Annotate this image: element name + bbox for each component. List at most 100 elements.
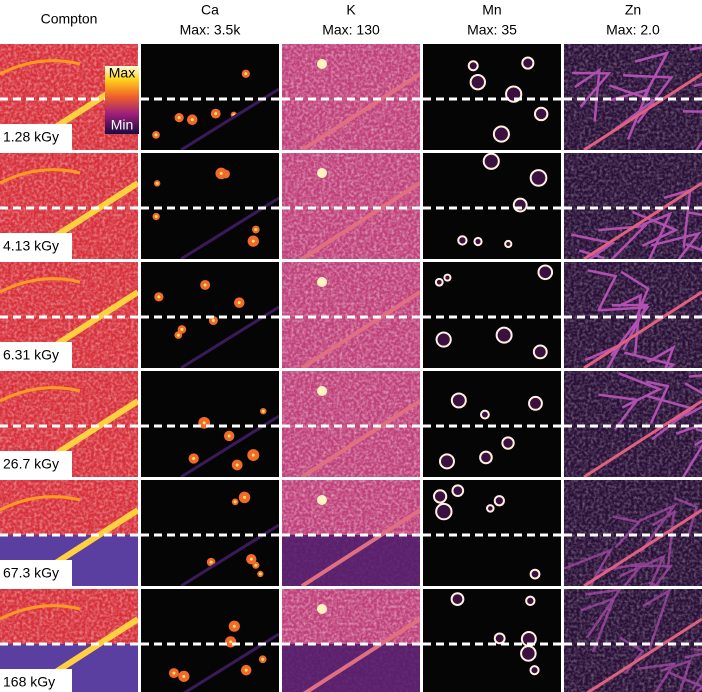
ring — [451, 484, 465, 498]
texture — [282, 44, 420, 150]
panel-content — [282, 44, 420, 150]
ring — [450, 392, 467, 409]
image-panel — [564, 371, 702, 477]
spot-core — [180, 327, 184, 331]
image-panel — [423, 371, 561, 477]
image-panel — [423, 589, 561, 692]
panel-content — [141, 371, 279, 477]
panel-content — [0, 480, 138, 586]
texture — [564, 589, 702, 692]
dose-label: 168 kGy — [3, 674, 55, 690]
image-panel — [282, 589, 420, 692]
midrib — [583, 290, 702, 368]
ring — [434, 277, 444, 287]
damaged-half — [282, 644, 420, 692]
spot — [317, 386, 327, 396]
spot-core — [209, 560, 213, 564]
texture — [564, 371, 702, 477]
ring — [525, 595, 536, 606]
spot-core — [202, 421, 206, 425]
panel-content — [141, 262, 279, 368]
panel-content — [423, 589, 561, 692]
spot-core — [243, 495, 247, 499]
ring — [520, 645, 537, 662]
spot-core — [172, 671, 176, 675]
spot-core — [249, 557, 253, 561]
panel-content — [141, 480, 279, 586]
midrib — [583, 181, 702, 259]
panel-content — [423, 480, 561, 586]
spot — [317, 277, 327, 287]
vein — [300, 72, 420, 150]
dose-label: 4.13 kGy — [3, 238, 59, 254]
spot-core — [190, 118, 194, 122]
image-panel — [564, 153, 702, 259]
colorbar-max: Max — [109, 65, 135, 81]
ring — [479, 409, 490, 420]
column-max: Max: 3.5k — [180, 22, 242, 38]
vein-network — [572, 46, 702, 150]
ring — [443, 273, 452, 282]
dose-label-bg — [0, 451, 72, 477]
dose-label-bg — [0, 669, 72, 692]
dose-label-bg — [0, 124, 72, 150]
column-title: K — [346, 2, 356, 18]
spot-core — [214, 112, 218, 116]
panel-content — [282, 371, 420, 477]
spot-core — [155, 181, 159, 185]
spot-core — [261, 409, 265, 413]
vein — [0, 168, 81, 185]
panel-bg — [141, 262, 279, 368]
panel-bg — [423, 589, 561, 692]
vein — [302, 617, 420, 692]
panel-content — [564, 262, 702, 368]
dose-label: 26.7 kGy — [3, 456, 59, 472]
spot-core — [177, 116, 181, 120]
ring — [492, 125, 510, 143]
spot-core — [251, 239, 255, 243]
panel-grid — [0, 44, 702, 692]
panel-content — [282, 262, 420, 368]
spot-core — [157, 295, 161, 299]
image-panel — [423, 262, 561, 368]
column-max: Max: 2.0 — [606, 22, 660, 38]
texture — [282, 262, 420, 368]
vein-network — [580, 589, 702, 692]
vein — [0, 386, 81, 403]
ring — [512, 197, 528, 213]
midrib — [585, 617, 702, 692]
panel-content — [141, 44, 279, 150]
vein — [300, 290, 420, 368]
image-panel — [141, 153, 279, 259]
column-title: Mn — [482, 2, 501, 18]
spot-core — [232, 624, 236, 628]
dose-label: 6.31 kGy — [3, 347, 59, 363]
ring — [504, 239, 513, 249]
image-panel — [141, 371, 279, 477]
spot-core — [258, 572, 262, 576]
panel-content — [564, 589, 702, 692]
spot-core — [154, 133, 158, 137]
spot-core — [176, 333, 180, 337]
ring — [438, 453, 455, 470]
panel-content — [423, 371, 561, 477]
panel-bg — [141, 589, 279, 692]
column-title: Ca — [201, 2, 219, 18]
vein — [0, 59, 81, 76]
texture — [282, 153, 420, 259]
texture — [564, 480, 702, 586]
image-panel — [423, 153, 561, 259]
panel-content — [564, 480, 702, 586]
spot-core — [192, 456, 196, 460]
image-panel — [141, 262, 279, 368]
spot — [317, 59, 327, 69]
vein — [300, 399, 420, 477]
ring — [528, 395, 543, 411]
image-panel — [282, 44, 420, 150]
image-panel — [141, 44, 279, 150]
panel-bg — [141, 44, 279, 150]
spot-core — [244, 668, 248, 672]
panel-content — [423, 262, 561, 368]
vein — [0, 277, 81, 294]
ring — [529, 665, 540, 676]
